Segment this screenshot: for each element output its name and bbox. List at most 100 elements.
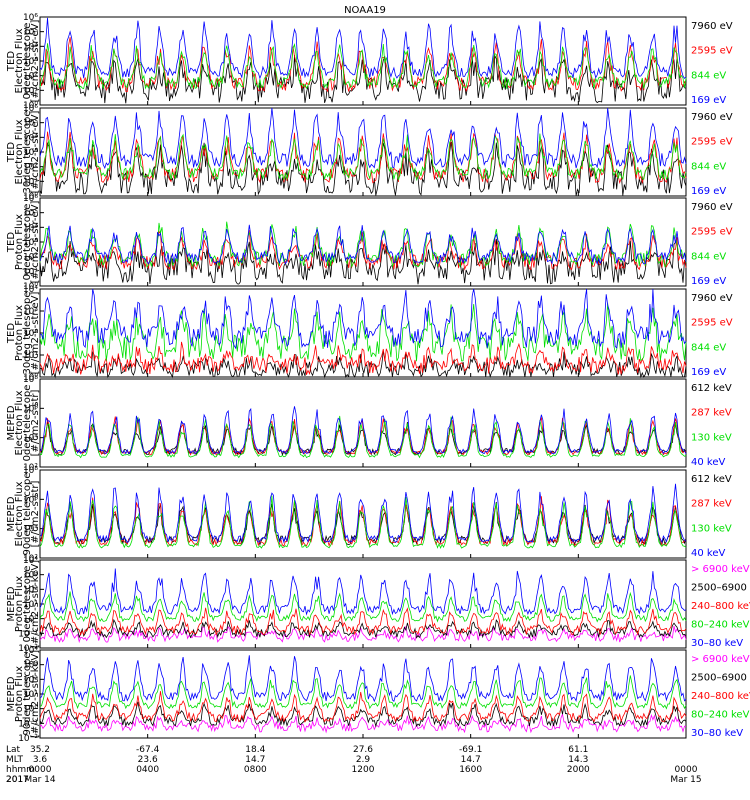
series-844-ev	[39, 133, 687, 182]
y-label-line: Electron Flux	[14, 481, 25, 546]
y-axis-label: TEDElectron Flux30deg telescope[#/cm2-s-…	[6, 110, 41, 193]
y-tick-label: 10⁰	[23, 282, 38, 292]
series-80-240-kev	[39, 675, 687, 710]
y-tick-label: 10³	[23, 57, 38, 67]
legend-label: 130 keV	[691, 432, 732, 443]
legend-label: 30–80 keV	[691, 638, 743, 649]
legend-label: 612 keV	[691, 383, 732, 394]
y-label-line: Proton Flux	[14, 666, 25, 722]
series-40-kev	[39, 406, 687, 455]
y-tick-label: 10⁰	[23, 192, 38, 202]
mlt-value: 2.9	[356, 755, 371, 765]
legend-label: 30–80 keV	[691, 728, 743, 739]
y-tick-label: 10⁻²	[18, 734, 38, 744]
y-tick-label: 10²	[23, 163, 38, 173]
legend-label: 844 eV	[691, 251, 726, 262]
mlt-value: 3.6	[33, 755, 48, 765]
hhmm-value: 2000	[567, 765, 590, 775]
legend-label: 2595 eV	[691, 227, 733, 238]
legend-label: 40 keV	[691, 548, 725, 559]
series-844-ev	[39, 303, 687, 362]
legend-label: 844 eV	[691, 161, 726, 172]
y-tick-label: 10⁻²	[18, 644, 38, 654]
y-tick-label: 10⁰	[23, 705, 38, 715]
legend-label: > 6900 keV	[691, 564, 750, 575]
series-2595-ev	[39, 341, 687, 376]
y-tick-label: 10⁴	[23, 525, 38, 535]
legend-label: 240–800 keV	[691, 691, 750, 702]
y-tick-label: 10⁴	[23, 223, 38, 233]
y-axis-label: TEDProton Flux30deg telescope[#/cm2-s-st…	[6, 291, 41, 374]
y-axis-label: MEPEDElectron Flux90deg telescope[#/cm2-…	[6, 472, 41, 555]
y-label-line: 0deg telescope	[22, 385, 33, 462]
time-row-label: MLT	[6, 755, 24, 765]
legend-label: 169 eV	[691, 367, 726, 378]
legend-label: 287 keV	[691, 408, 732, 419]
y-tick-label: 10¹	[23, 600, 38, 610]
series-169-ev	[39, 288, 687, 350]
series-169-ev	[39, 17, 687, 80]
series-30-80-kev	[39, 655, 687, 703]
legend-label: 80–240 keV	[691, 620, 750, 631]
series-169-ev	[39, 107, 687, 169]
legend-label: 169 eV	[691, 186, 726, 197]
y-tick-label: 10²	[23, 554, 38, 564]
y-tick-label: 10³	[23, 238, 38, 248]
series-2500-6900	[39, 618, 687, 639]
hhmm-value: 0400	[136, 765, 159, 775]
y-label-line: [#/cm2-s-str-keV]	[30, 560, 41, 648]
y-label-line: TED	[6, 232, 17, 253]
y-label-line: [#/cm2-s-str]	[30, 480, 41, 547]
legend-label: 2595 eV	[691, 318, 733, 329]
legend-label: 2595 eV	[691, 46, 733, 57]
y-label-line: TED	[6, 142, 17, 163]
series--6900-kev	[39, 712, 687, 734]
legend-label: 2500–6900	[691, 583, 747, 594]
mlt-value: 14.7	[245, 755, 265, 765]
y-tick-label: 10³	[23, 148, 38, 158]
y-label-line: TED	[6, 323, 17, 344]
time-row-label: hhmm	[6, 765, 35, 775]
y-tick-label: 10⁶	[23, 194, 38, 204]
y-tick-label: 10²	[23, 72, 38, 82]
y-tick-label: 10³	[23, 571, 38, 581]
series--6900-kev	[39, 625, 687, 644]
y-label-line: Proton Flux	[14, 214, 25, 270]
y-label-line: 30deg telescope	[22, 291, 33, 374]
legend-label: 844 eV	[691, 70, 726, 81]
panel-frame	[39, 649, 687, 739]
y-label-line: 0deg telescope	[22, 566, 33, 643]
y-label-line: Electron Flux	[14, 28, 25, 93]
y-tick-label: 10¹	[23, 351, 38, 361]
y-tick-label: 10¹	[23, 86, 38, 96]
y-tick-label: 10⁴	[23, 646, 38, 656]
y-tick-label: 10⁻¹	[18, 719, 38, 729]
legend-label: 844 eV	[691, 342, 726, 353]
series-130-kev	[39, 495, 687, 549]
y-label-line: [#/cm2-s-str-eV]	[30, 201, 41, 284]
figure-title: NOAA19	[344, 5, 386, 16]
y-tick-label: 10⁻¹	[18, 629, 38, 639]
year-label: 2017	[6, 775, 29, 785]
series-169-ev	[39, 224, 687, 265]
legend-label: 287 keV	[691, 499, 732, 510]
y-tick-label: 10²	[23, 585, 38, 595]
series-7960-ev	[39, 54, 687, 104]
y-axis-label: MEPEDElectron Flux0deg telescope[#/cm2-s…	[6, 385, 41, 462]
hhmm-value: 0800	[244, 765, 267, 775]
legend-label: 240–800 keV	[691, 601, 750, 612]
y-tick-label: 10²	[23, 463, 38, 473]
legend-label: 2595 eV	[691, 137, 733, 148]
hhmm-value: 0000	[675, 765, 698, 775]
series-130-kev	[39, 415, 687, 459]
y-label-line: 90deg telescope	[22, 652, 33, 735]
legend-label: 2500–6900	[691, 673, 747, 684]
